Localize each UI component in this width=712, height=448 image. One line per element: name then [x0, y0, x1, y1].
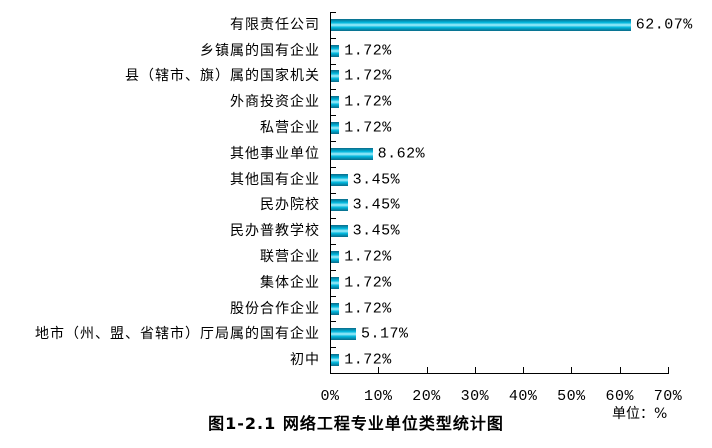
y-axis-tick: [330, 115, 336, 117]
y-axis-tick: [330, 218, 336, 220]
y-axis-tick: [330, 373, 336, 374]
y-axis-tick: [330, 347, 336, 349]
value-label: 1.72%: [344, 93, 392, 111]
value-label: 5.17%: [360, 325, 409, 343]
category-label: 外商投资企业: [230, 94, 320, 111]
x-axis-tick: [426, 367, 428, 373]
value-label: 1.72%: [344, 119, 392, 137]
y-axis-tick: [330, 89, 336, 91]
x-tick-label: 70%: [653, 388, 683, 405]
value-label: 8.62%: [377, 145, 426, 163]
chart-title: 图1-2.1 网络工程专业单位类型统计图: [208, 414, 504, 433]
category-label: 私营企业: [260, 120, 320, 137]
x-tick-label: 50%: [557, 388, 586, 405]
category-label: 其他事业单位: [230, 145, 320, 162]
x-tick-label: 0%: [320, 388, 340, 405]
x-axis-tick: [523, 367, 525, 373]
y-axis-tick: [330, 244, 336, 246]
category-label: 县（辖市、旗）属的国家机关: [125, 68, 320, 85]
value-label: 1.72%: [344, 67, 392, 85]
bar: [331, 44, 340, 57]
x-axis-tick: [330, 367, 331, 373]
category-label: 初中: [290, 352, 320, 369]
category-label: 集体企业: [260, 274, 320, 291]
category-label: 其他国有企业: [230, 171, 320, 188]
bar: [331, 122, 340, 135]
value-label: 1.72%: [344, 300, 392, 318]
category-label: 股份合作企业: [230, 300, 320, 317]
bar: [331, 276, 340, 289]
x-tick-label: 20%: [412, 388, 441, 405]
x-axis-tick: [619, 367, 621, 373]
bar: [331, 147, 373, 160]
value-label: 3.45%: [352, 222, 401, 240]
y-axis-tick: [330, 269, 336, 271]
category-label: 有限责任公司: [230, 16, 320, 33]
bar: [331, 328, 356, 341]
bar: [331, 70, 340, 83]
category-label: 乡镇属的国有企业: [200, 42, 320, 59]
value-label: 1.72%: [344, 248, 392, 266]
x-axis-tick: [571, 367, 573, 373]
category-label: 联营企业: [260, 248, 320, 265]
value-label: 1.72%: [344, 42, 392, 60]
value-label: 1.72%: [344, 351, 392, 369]
y-axis-tick: [330, 140, 336, 142]
bar: [331, 302, 340, 315]
bar: [331, 225, 348, 238]
bar: [331, 18, 631, 31]
y-axis-tick: [330, 321, 336, 323]
value-label: 3.45%: [352, 196, 401, 214]
y-axis-tick: [330, 192, 336, 194]
value-label: 62.07%: [635, 16, 693, 34]
y-axis-tick: [330, 37, 336, 39]
category-label: 民办院校: [260, 197, 320, 214]
x-axis-tick: [474, 367, 476, 373]
x-tick-label: 60%: [605, 388, 634, 405]
x-axis-tick: [378, 367, 380, 373]
bar: [331, 354, 340, 367]
category-label: 民办普教学校: [230, 223, 320, 240]
y-axis-tick: [330, 295, 336, 297]
value-label: 3.45%: [352, 171, 401, 189]
category-label: 地市（州、盟、省辖市）厅局属的国有企业: [35, 326, 320, 343]
bar: [331, 173, 348, 186]
x-tick-label: 30%: [460, 388, 490, 405]
x-tick-label: 40%: [508, 388, 538, 405]
bar: [331, 96, 340, 109]
value-label: 1.72%: [344, 274, 392, 292]
plot-area: [330, 12, 669, 374]
y-axis-tick: [330, 166, 336, 168]
x-tick-label: 10%: [364, 388, 393, 405]
unit-label: 单位：%: [612, 406, 668, 422]
bar: [331, 199, 348, 212]
y-axis-tick: [330, 12, 336, 13]
x-axis-tick: [668, 367, 669, 373]
bar: [331, 250, 340, 263]
y-axis-tick: [330, 63, 336, 65]
